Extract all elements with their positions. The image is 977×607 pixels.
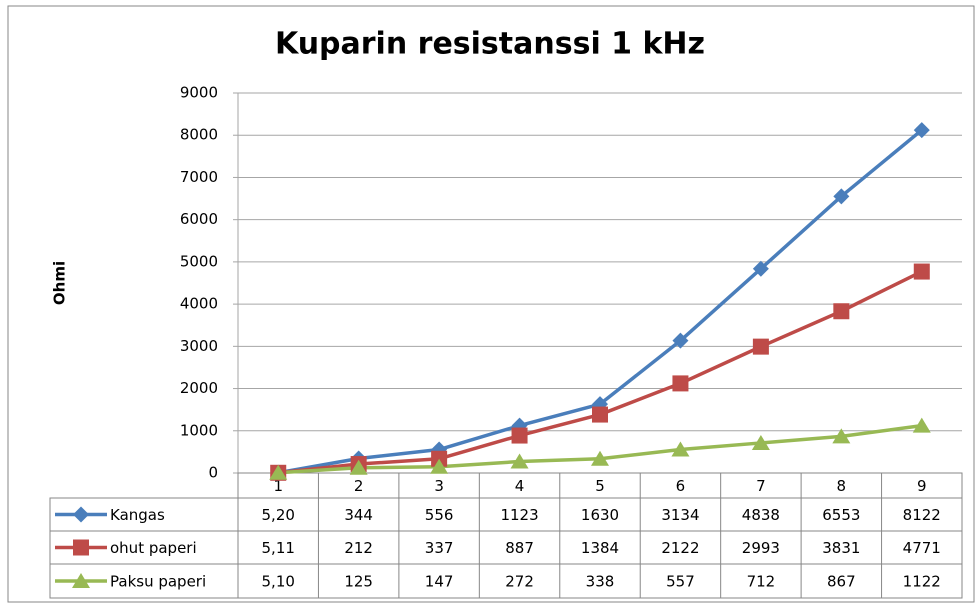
x-tick-label: 1	[273, 477, 283, 495]
table-value: 4838	[742, 506, 780, 524]
marker	[72, 573, 90, 588]
marker	[269, 464, 288, 480]
legend-label: Paksu paperi	[110, 573, 206, 591]
table-value: 2122	[661, 539, 699, 557]
table-value: 5,20	[262, 506, 295, 524]
x-tick-label: 8	[837, 477, 847, 495]
table-value: 712	[747, 573, 776, 591]
x-tick-label: 3	[434, 477, 444, 495]
table-value: 337	[425, 539, 454, 557]
y-axis-label: Ohmi	[51, 261, 69, 305]
marker	[349, 459, 368, 475]
marker	[73, 506, 89, 523]
table-value: 1122	[903, 573, 941, 591]
table-value: 272	[505, 573, 534, 591]
marker	[833, 303, 850, 320]
marker	[913, 122, 930, 139]
marker	[672, 375, 689, 392]
y-tick-label: 3000	[180, 337, 218, 355]
marker	[833, 188, 850, 205]
marker	[752, 338, 769, 355]
marker	[752, 260, 769, 277]
table-value: 344	[344, 506, 373, 524]
marker	[912, 417, 931, 433]
table-value: 1630	[581, 506, 619, 524]
y-tick-label: 4000	[180, 295, 218, 313]
table-value: 147	[425, 573, 454, 591]
y-tick-label: 5000	[180, 252, 218, 270]
table-value: 5,11	[262, 539, 295, 557]
legend-label: Kangas	[110, 506, 165, 524]
y-tick-label: 2000	[180, 379, 218, 397]
marker	[592, 406, 608, 423]
marker	[671, 441, 690, 457]
x-tick-label: 5	[595, 477, 605, 495]
table-value: 1123	[500, 506, 538, 524]
table-value: 887	[505, 539, 534, 557]
table-value: 4771	[903, 539, 941, 557]
marker	[832, 428, 851, 444]
marker	[913, 263, 930, 280]
table-value: 557	[666, 573, 695, 591]
table-value: 1384	[581, 539, 619, 557]
y-tick-label: 9000	[180, 84, 218, 102]
y-tick-label: 0	[208, 464, 218, 482]
marker	[511, 427, 528, 444]
table-value: 867	[827, 573, 856, 591]
x-tick-label: 4	[515, 477, 525, 495]
table-value: 3831	[822, 539, 860, 557]
y-tick-label: 1000	[180, 421, 218, 439]
table-value: 2993	[742, 539, 780, 557]
chart-title: Kuparin resistanssi 1 kHz	[275, 27, 705, 62]
y-tick-label: 6000	[180, 210, 218, 228]
table-value: 5,10	[262, 573, 295, 591]
marker	[430, 458, 449, 474]
legend-label: ohut paperi	[110, 539, 197, 557]
table-value: 6553	[822, 506, 860, 524]
x-tick-label: 9	[917, 477, 927, 495]
table-value: 212	[344, 539, 373, 557]
table-value: 338	[586, 573, 615, 591]
table-value: 125	[344, 573, 373, 591]
marker	[672, 332, 689, 349]
marker	[510, 453, 529, 469]
marker	[73, 539, 89, 556]
y-tick-label: 7000	[180, 168, 218, 186]
x-tick-label: 2	[354, 477, 364, 495]
table-value: 3134	[661, 506, 699, 524]
table-value: 8122	[903, 506, 941, 524]
marker	[751, 434, 770, 450]
x-tick-label: 6	[676, 477, 686, 495]
table-value: 556	[425, 506, 454, 524]
marker	[591, 450, 609, 466]
y-tick-label: 8000	[180, 126, 218, 144]
marker	[431, 450, 448, 467]
x-tick-label: 7	[756, 477, 766, 495]
